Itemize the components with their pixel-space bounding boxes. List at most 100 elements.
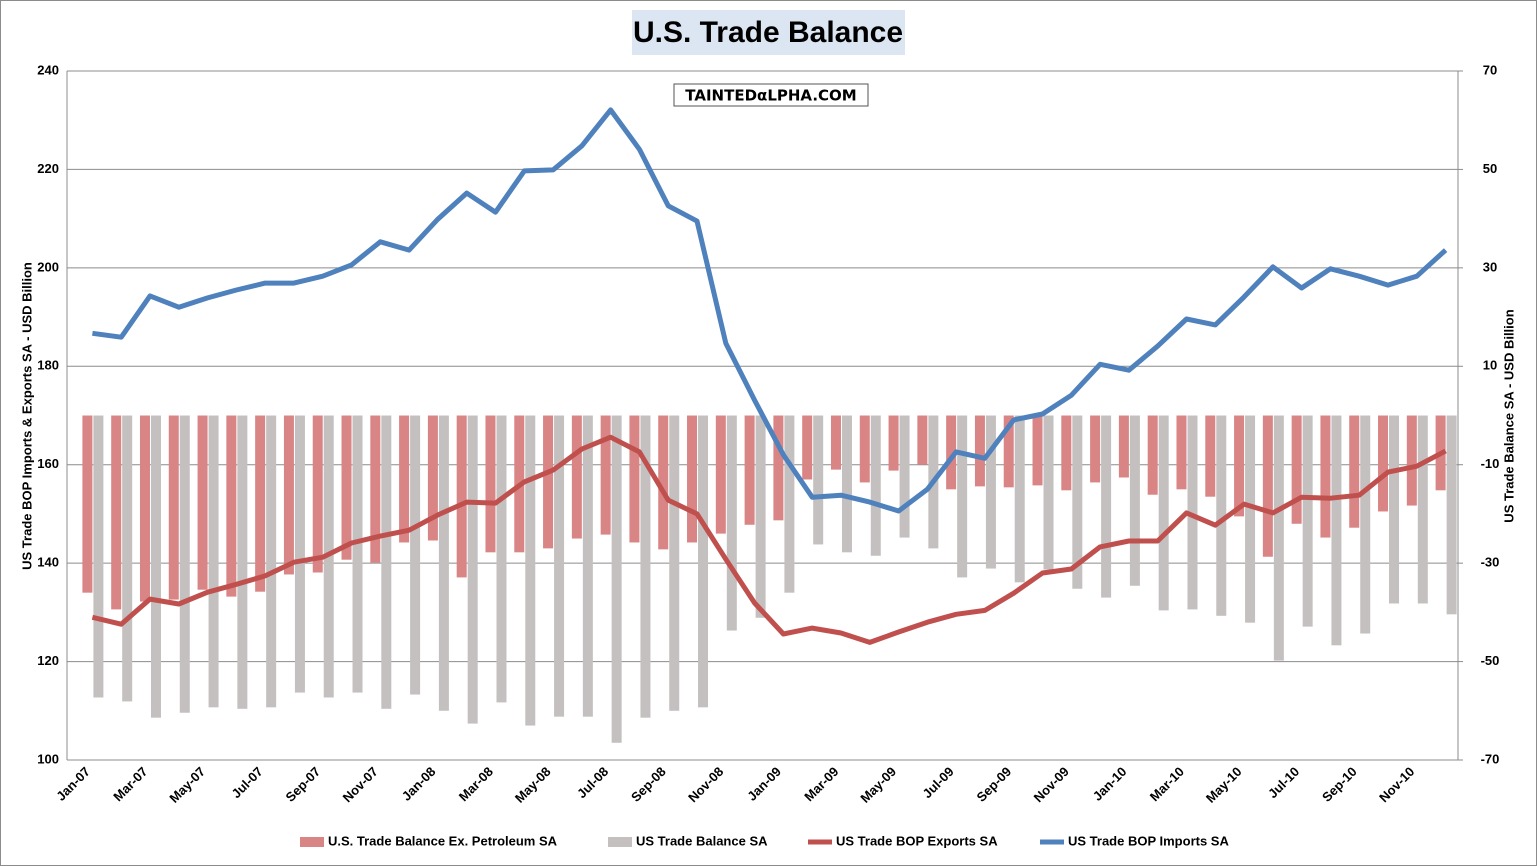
bar: [744, 415, 755, 525]
y2-tick-label: 50: [1483, 161, 1497, 176]
bar: [1101, 415, 1112, 598]
y-tick-label: 120: [37, 653, 59, 668]
line: [92, 107, 1448, 514]
bar: [341, 415, 352, 560]
bar: [640, 415, 651, 718]
bar: [1176, 415, 1187, 490]
bar: [352, 415, 363, 693]
y2-tick-label: -10: [1481, 456, 1500, 471]
legend-swatch: [608, 837, 632, 847]
bar: [784, 415, 795, 593]
bar: [813, 415, 824, 545]
bar: [1205, 415, 1216, 497]
bar: [899, 415, 910, 538]
bar: [1378, 415, 1389, 512]
y2-tick-label: -70: [1481, 751, 1500, 766]
y-axis-title: US Trade BOP Imports & Exports SA - USD …: [19, 262, 34, 570]
legend-label: US Trade BOP Imports SA: [1068, 833, 1229, 848]
bar: [830, 415, 841, 470]
bar: [1187, 415, 1198, 610]
bar: [438, 415, 449, 711]
y-tick-label: 200: [37, 259, 59, 274]
bar: [1273, 415, 1284, 661]
bar: [1118, 415, 1129, 478]
y2-axis-title: US Trade Balance SA - USD Billion: [1501, 309, 1516, 522]
y2-tick-label: 30: [1483, 259, 1497, 274]
bar: [1061, 415, 1072, 491]
bar: [1389, 415, 1400, 604]
bar: [543, 415, 554, 549]
legend-swatch: [300, 837, 324, 847]
bar: [1032, 415, 1043, 486]
bar: [726, 415, 737, 631]
bar: [93, 415, 104, 698]
watermark: TAINTEDαLPHA.COM: [685, 87, 856, 105]
bar: [1349, 415, 1360, 528]
bar: [485, 415, 496, 553]
bar: [312, 415, 323, 573]
bar: [755, 415, 766, 618]
y2-tick-label: 70: [1483, 62, 1497, 77]
bar: [427, 415, 438, 541]
bar: [467, 415, 478, 724]
bar: [1003, 415, 1014, 488]
bar: [456, 415, 467, 578]
bar: [974, 415, 985, 487]
bar: [496, 415, 507, 703]
bar: [1331, 415, 1342, 646]
bar: [1302, 415, 1313, 627]
y-tick-label: 160: [37, 456, 59, 471]
y-tick-label: 180: [37, 358, 59, 373]
bar: [150, 415, 161, 718]
legend-label: US Trade Balance SA: [636, 833, 768, 848]
y-tick-label: 100: [37, 751, 59, 766]
bar: [571, 415, 582, 539]
y2-tick-label: -30: [1481, 555, 1500, 570]
bar: [179, 415, 190, 713]
bar: [698, 415, 709, 708]
bar: [197, 415, 208, 590]
bar: [1014, 415, 1025, 583]
bar: [773, 415, 784, 521]
bar: [168, 415, 179, 600]
bar: [658, 415, 669, 550]
bar: [1446, 415, 1457, 615]
bar: [1216, 415, 1227, 616]
bar: [1043, 415, 1054, 570]
bar: [841, 415, 852, 553]
bar: [917, 415, 928, 465]
bar: [715, 415, 726, 534]
bar: [1320, 415, 1331, 538]
bar: [294, 415, 305, 693]
title-box: [632, 10, 905, 55]
bar: [600, 415, 611, 535]
bar: [888, 415, 899, 471]
bar: [1360, 415, 1371, 634]
y-tick-label: 220: [37, 161, 59, 176]
bar: [611, 415, 622, 743]
bar: [255, 415, 266, 592]
bar: [1245, 415, 1256, 623]
bar: [1234, 415, 1245, 517]
bar: [111, 415, 122, 610]
bar: [946, 415, 957, 490]
bar: [1406, 415, 1417, 506]
bar: [859, 415, 870, 483]
legend-label: U.S. Trade Balance Ex. Petroleum SA: [328, 833, 558, 848]
bar: [399, 415, 410, 543]
legend-label: US Trade BOP Exports SA: [836, 833, 998, 848]
bar: [1090, 415, 1101, 483]
bar: [122, 415, 133, 702]
bar: [82, 415, 93, 593]
line: [91, 434, 1447, 645]
bar: [1147, 415, 1158, 495]
bar: [208, 415, 219, 708]
bar: [1072, 415, 1083, 589]
bar: [1291, 415, 1302, 524]
bar: [1417, 415, 1428, 604]
bar: [687, 415, 698, 543]
y2-tick-label: -50: [1481, 653, 1500, 668]
bar: [802, 415, 813, 480]
bar: [985, 415, 996, 569]
